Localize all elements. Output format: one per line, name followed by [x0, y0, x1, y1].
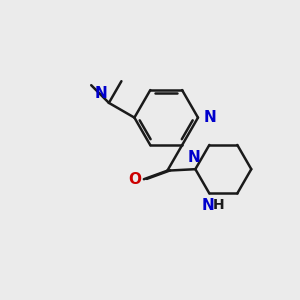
- Text: N: N: [202, 198, 214, 213]
- Text: H: H: [213, 198, 225, 212]
- Text: N: N: [203, 110, 216, 125]
- Text: N: N: [95, 86, 107, 101]
- Text: O: O: [128, 172, 141, 187]
- Text: N: N: [188, 150, 200, 165]
